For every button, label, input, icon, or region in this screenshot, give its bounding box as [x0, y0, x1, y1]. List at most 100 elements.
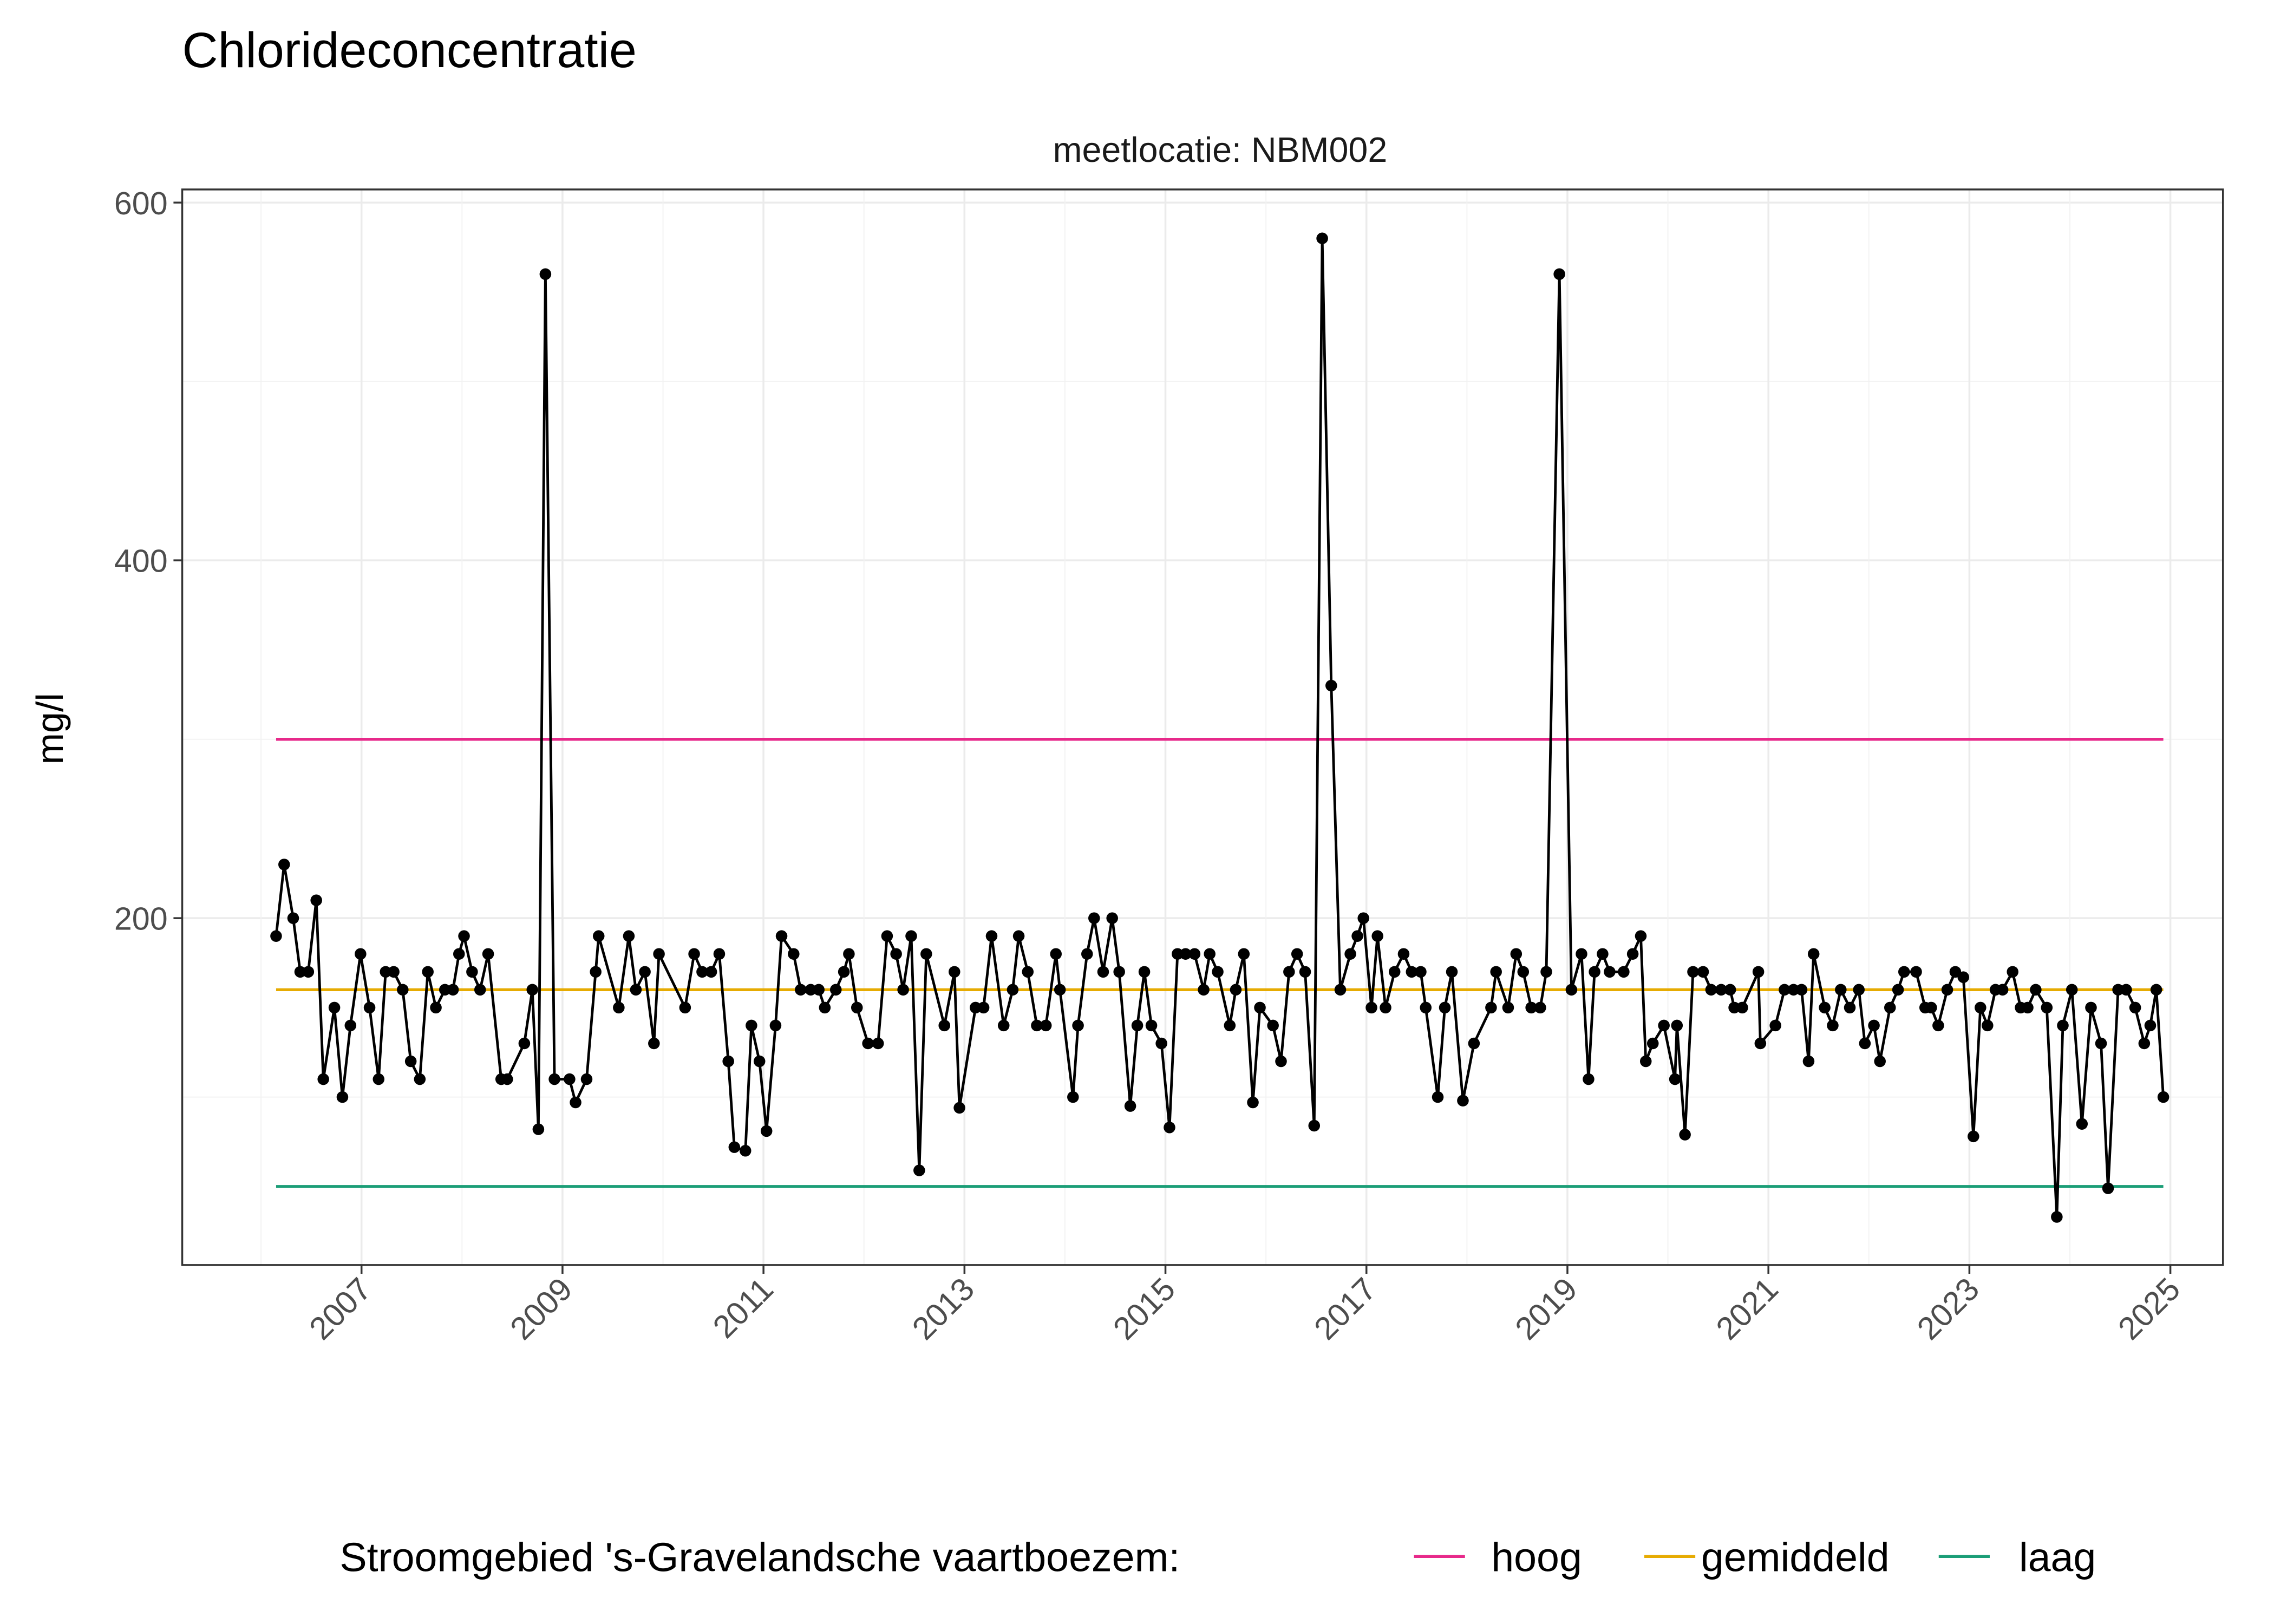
data-point — [1583, 1073, 1595, 1085]
data-point — [1510, 948, 1522, 960]
data-point — [532, 1123, 545, 1135]
plot-panel-border — [181, 188, 2224, 1266]
legend-label-hoog: hoog — [1491, 1534, 1582, 1580]
data-point — [310, 894, 322, 906]
data-point — [1553, 268, 1565, 280]
data-point — [363, 1001, 376, 1014]
data-point — [1299, 966, 1311, 978]
data-point — [1941, 984, 1953, 996]
data-point — [696, 966, 708, 978]
data-series — [270, 232, 2170, 1223]
data-point — [1687, 966, 1699, 978]
data-point — [580, 1073, 593, 1085]
data-point — [1138, 966, 1151, 978]
chart-title: Chlorideconcentratie — [182, 23, 637, 78]
data-point — [1540, 966, 1552, 978]
data-point — [414, 1073, 426, 1085]
data-point — [564, 1073, 576, 1085]
data-point — [838, 966, 850, 978]
data-point — [2022, 1001, 2034, 1014]
data-point — [1795, 984, 1808, 996]
data-point — [422, 966, 434, 978]
y-axis-title: mg/l — [29, 693, 71, 764]
data-point — [1397, 948, 1410, 960]
data-point — [1910, 966, 1922, 978]
data-point — [380, 966, 392, 978]
data-point — [2102, 1182, 2114, 1194]
data-point — [630, 984, 642, 996]
data-point — [1432, 1091, 1444, 1103]
data-point — [1022, 966, 1034, 978]
data-point — [1853, 984, 1865, 996]
data-point — [518, 1037, 531, 1050]
data-point — [2129, 1001, 2141, 1014]
data-point — [1635, 930, 1647, 942]
data-point — [2076, 1118, 2088, 1130]
data-point — [1728, 1001, 1740, 1014]
data-point — [1420, 1001, 1432, 1014]
data-point — [1334, 984, 1347, 996]
data-point — [1769, 1019, 1781, 1032]
data-point — [760, 1125, 773, 1137]
data-point — [373, 1073, 385, 1085]
data-point — [2041, 1001, 2053, 1014]
data-point — [1097, 966, 1109, 978]
data-point — [938, 1019, 950, 1032]
data-point — [1308, 1119, 1321, 1132]
data-point — [474, 984, 486, 996]
legend-label-laag: laag — [2019, 1534, 2096, 1580]
data-point — [648, 1037, 660, 1050]
data-point — [1230, 984, 1242, 996]
data-point — [1040, 1019, 1052, 1032]
data-point — [1827, 1019, 1839, 1032]
data-point — [1679, 1129, 1691, 1141]
gridlines — [182, 189, 2223, 1265]
data-point — [1468, 1037, 1480, 1050]
data-point — [570, 1096, 581, 1109]
data-point — [2157, 1091, 2170, 1103]
data-point — [1589, 966, 1600, 978]
data-point — [404, 1055, 417, 1068]
data-point — [819, 1001, 831, 1014]
data-point — [1254, 1001, 1266, 1014]
data-point — [590, 966, 602, 978]
data-point — [1724, 984, 1736, 996]
facet-label: meetlocatie: NBM002 — [1053, 130, 1388, 169]
data-point — [813, 984, 825, 996]
data-point — [1884, 1001, 1896, 1014]
data-point — [1155, 1037, 1167, 1050]
data-point — [1457, 1095, 1469, 1106]
data-point — [466, 966, 478, 978]
data-point — [1597, 948, 1609, 960]
data-point — [769, 1019, 782, 1032]
data-point — [1754, 1037, 1767, 1050]
data-point — [1485, 1001, 1497, 1014]
data-point — [1131, 1019, 1143, 1032]
data-point — [1996, 984, 2009, 996]
data-point — [1576, 948, 1587, 960]
data-point — [1204, 948, 1216, 960]
data-point — [1639, 1055, 1652, 1068]
legend-label-gemiddeld: gemiddeld — [1701, 1534, 1890, 1580]
data-point — [897, 984, 909, 996]
data-point — [1874, 1055, 1886, 1068]
data-point — [1787, 984, 1800, 996]
data-point — [458, 930, 470, 942]
data-point — [679, 1001, 691, 1014]
data-point — [2030, 984, 2042, 996]
y-tick-label: 600 — [114, 185, 168, 221]
data-point — [753, 1055, 766, 1068]
data-point — [278, 859, 290, 870]
data-point — [1267, 1019, 1279, 1032]
data-point — [1007, 984, 1019, 996]
data-point — [728, 1141, 741, 1153]
data-point — [2051, 1211, 2063, 1223]
data-point — [1604, 966, 1616, 978]
y-axis: 200 400 600 — [114, 185, 182, 937]
data-point — [920, 948, 932, 960]
data-point — [1388, 966, 1401, 978]
data-point — [881, 930, 893, 942]
data-point — [1736, 1001, 1748, 1014]
